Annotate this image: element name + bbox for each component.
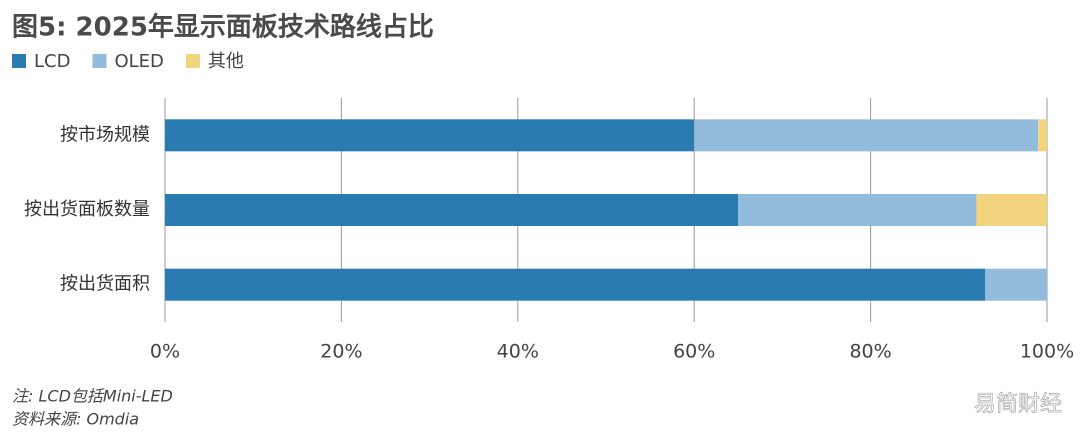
bar-segment <box>985 268 1047 301</box>
x-tick-label: 80% <box>849 341 891 363</box>
x-tick-label: 100% <box>1020 341 1074 363</box>
legend-swatch <box>185 54 200 68</box>
bar-segment <box>694 119 1039 152</box>
bar-segment <box>976 194 1047 226</box>
bar-segment <box>165 119 695 152</box>
y-tick-label: 按出货面板数量 <box>24 199 150 220</box>
y-tick-label: 按出货面积 <box>60 274 150 295</box>
bar-segment <box>165 268 986 301</box>
bar-segment <box>1038 119 1047 152</box>
bar-segment <box>165 194 739 226</box>
x-tick-label: 60% <box>673 341 715 363</box>
x-tick-label: 0% <box>150 341 180 363</box>
chart-title: 图5: 2025年显示面板技术路线占比 <box>12 12 434 43</box>
note: 注: LCD包括Mini-LED <box>12 387 173 406</box>
x-tick-label: 40% <box>497 341 539 363</box>
legend-swatch <box>12 54 26 68</box>
legend-label: LCD <box>34 51 70 72</box>
legend-swatch <box>92 54 107 68</box>
legend-label: OLED <box>114 51 163 72</box>
watermark: 易简财经 <box>974 392 1062 417</box>
x-tick-label: 20% <box>320 341 362 363</box>
bar-segment <box>738 194 977 226</box>
y-tick-label: 按市场规模 <box>60 124 150 145</box>
note: 资料来源: Omdia <box>12 410 139 429</box>
legend-label: 其他 <box>208 51 244 72</box>
